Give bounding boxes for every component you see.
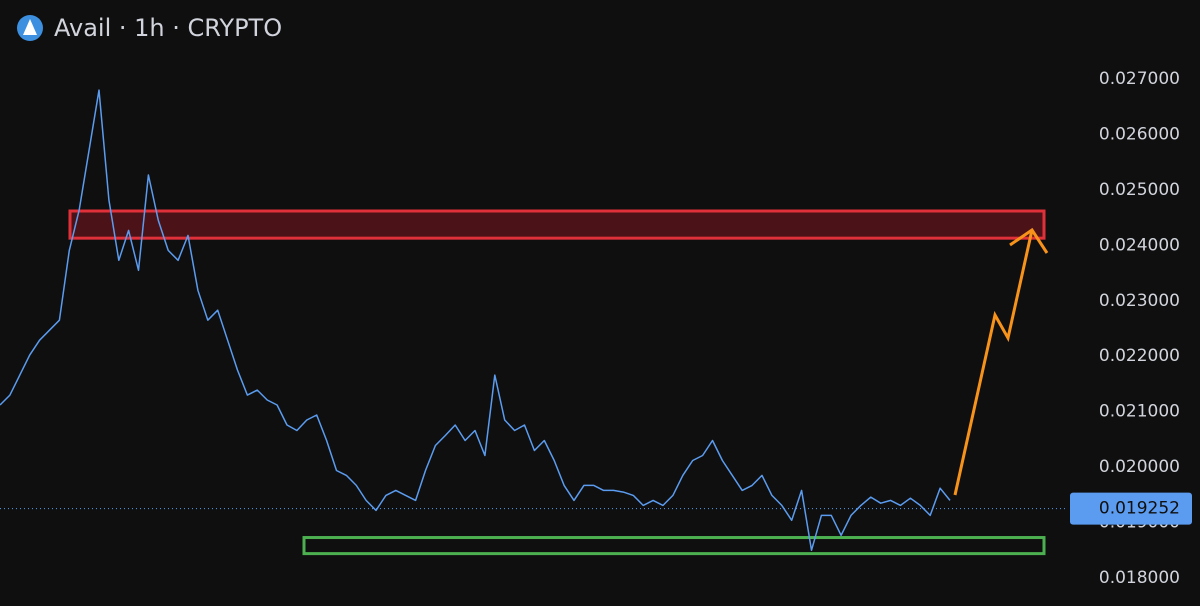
y-tick-label: 0.022000	[1099, 346, 1180, 366]
y-tick-label: 0.021000	[1099, 402, 1180, 422]
plot-area	[0, 89, 1046, 556]
y-tick-label: 0.027000	[1099, 69, 1180, 89]
y-tick-label: 0.026000	[1099, 124, 1180, 144]
y-tick-label: 0.020000	[1099, 457, 1180, 477]
price-line	[0, 89, 951, 552]
chart-title: Avail · 1h · CRYPTO	[54, 14, 282, 42]
last-price-box	[1070, 492, 1192, 525]
y-tick-label: 0.025000	[1099, 180, 1180, 200]
arrow-head	[1009, 227, 1049, 254]
resistance-zone	[68, 209, 1046, 240]
support-zone	[302, 536, 1046, 556]
y-tick-label: 0.024000	[1099, 235, 1180, 255]
last-price-label: 0.019252	[1099, 499, 1180, 519]
projection-arrow	[953, 229, 1034, 496]
y-tick-label: 0.018000	[1099, 568, 1180, 588]
logo-glyph	[23, 19, 37, 35]
y-tick-label: 0.023000	[1099, 291, 1180, 311]
